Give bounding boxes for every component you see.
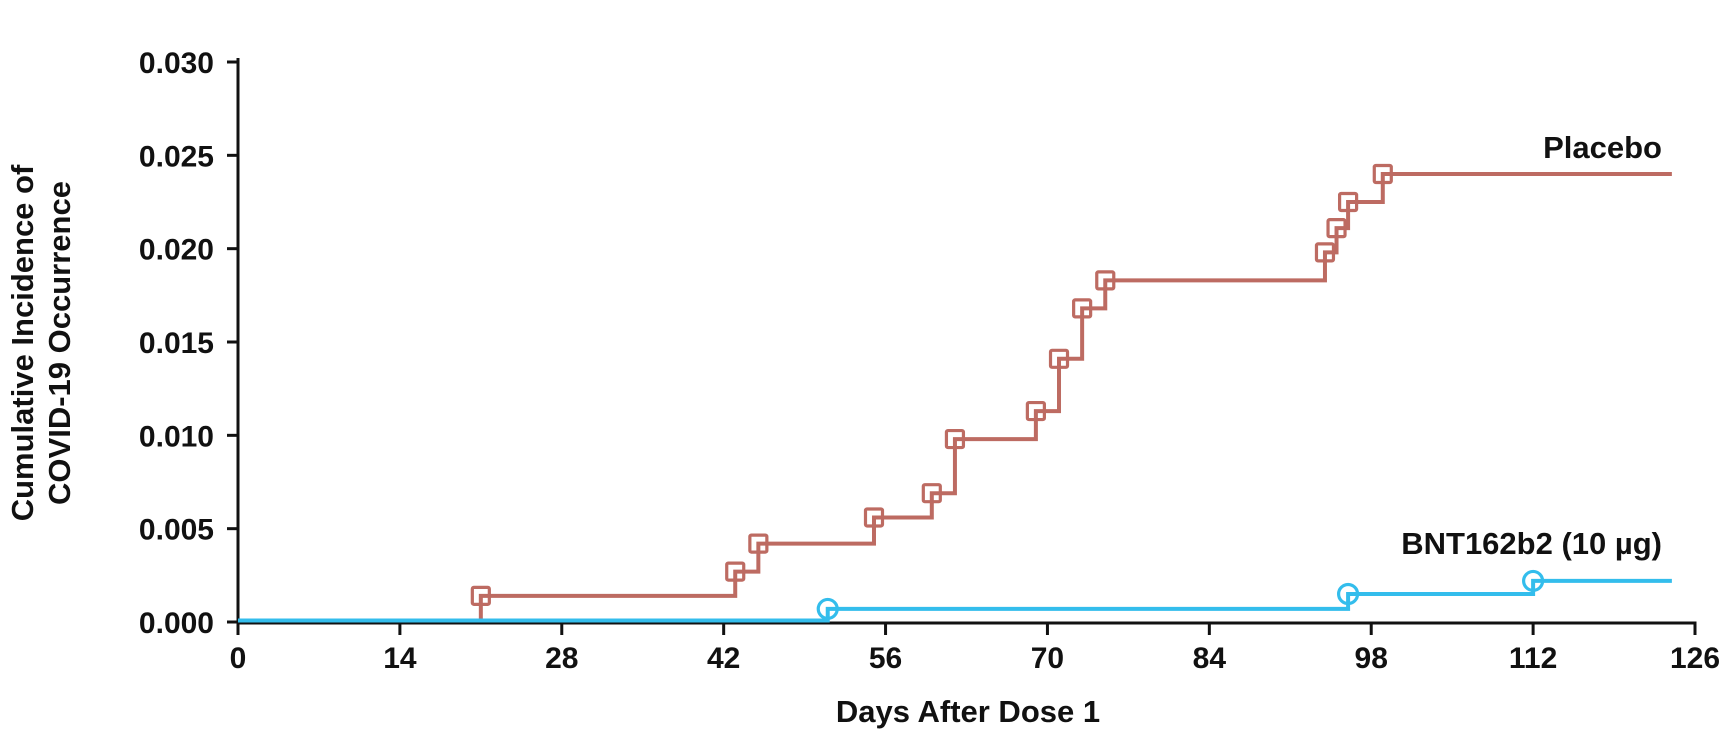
placebo-event-marker bbox=[863, 507, 885, 528]
y-axis-title-line1: Cumulative Incidence of bbox=[5, 164, 40, 521]
placebo-event-marker bbox=[921, 483, 942, 504]
x-tick-label: 28 bbox=[545, 642, 578, 675]
bnt-event-marker bbox=[816, 597, 839, 621]
y-tick-label: 0.020 bbox=[139, 234, 214, 267]
x-tick-label: 0 bbox=[230, 642, 247, 675]
y-axis-title-line2: COVID-19 Occurrence bbox=[42, 181, 77, 505]
x-tick-label: 14 bbox=[383, 642, 417, 675]
y-tick-label: 0.005 bbox=[139, 514, 214, 547]
placebo-event-marker bbox=[1025, 400, 1046, 422]
placebo-event-marker bbox=[1048, 348, 1070, 369]
placebo-event-marker bbox=[1372, 163, 1393, 185]
placebo-event-marker bbox=[470, 585, 491, 606]
legend-placebo-label: Placebo bbox=[1543, 130, 1662, 165]
placebo-event-marker bbox=[1337, 191, 1359, 213]
placebo-event-marker bbox=[1326, 218, 1347, 239]
x-tick-label: 126 bbox=[1670, 642, 1720, 675]
y-tick-label: 0.010 bbox=[139, 420, 214, 453]
x-tick-label: 98 bbox=[1355, 642, 1388, 675]
legend-bnt-label: BNT162b2 (10 µg) bbox=[1401, 526, 1662, 561]
x-tick-label: 70 bbox=[1031, 642, 1064, 675]
x-tick-label: 42 bbox=[707, 642, 740, 675]
axes-layer: 0.000 0.005 0.010 0.015 0.020 0.025 0.030 0 14 28… bbox=[139, 47, 1720, 675]
placebo-series-line bbox=[238, 172, 1672, 623]
placebo-event-marker bbox=[1072, 298, 1093, 319]
bnt-series-line bbox=[238, 578, 1672, 623]
y-tick-label: 0.015 bbox=[139, 327, 214, 360]
y-tick-label: 0.025 bbox=[139, 140, 214, 173]
placebo-event-marker bbox=[1314, 242, 1336, 263]
x-tick-label: 84 bbox=[1193, 642, 1227, 675]
x-axis-title: Days After Dose 1 bbox=[836, 694, 1100, 729]
y-tick-label: 0.000 bbox=[139, 607, 214, 640]
bnt-event-marker bbox=[1522, 569, 1545, 593]
x-tick-label: 56 bbox=[869, 642, 902, 675]
placebo-event-marker bbox=[725, 561, 746, 582]
x-tick-label: 112 bbox=[1509, 642, 1557, 675]
placebo-event-marker bbox=[944, 428, 966, 450]
y-tick-label: 0.030 bbox=[139, 47, 214, 80]
placebo-event-marker bbox=[1095, 270, 1116, 291]
bnt-event-marker bbox=[1336, 582, 1360, 606]
series-layer bbox=[238, 163, 1672, 623]
placebo-event-marker bbox=[748, 533, 769, 554]
